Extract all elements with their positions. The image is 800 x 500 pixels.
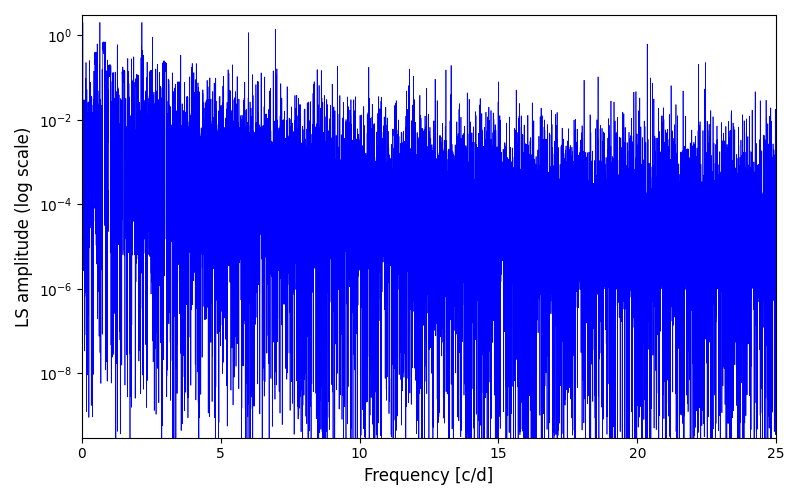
Y-axis label: LS amplitude (log scale): LS amplitude (log scale) (15, 126, 33, 326)
X-axis label: Frequency [c/d]: Frequency [c/d] (364, 467, 494, 485)
